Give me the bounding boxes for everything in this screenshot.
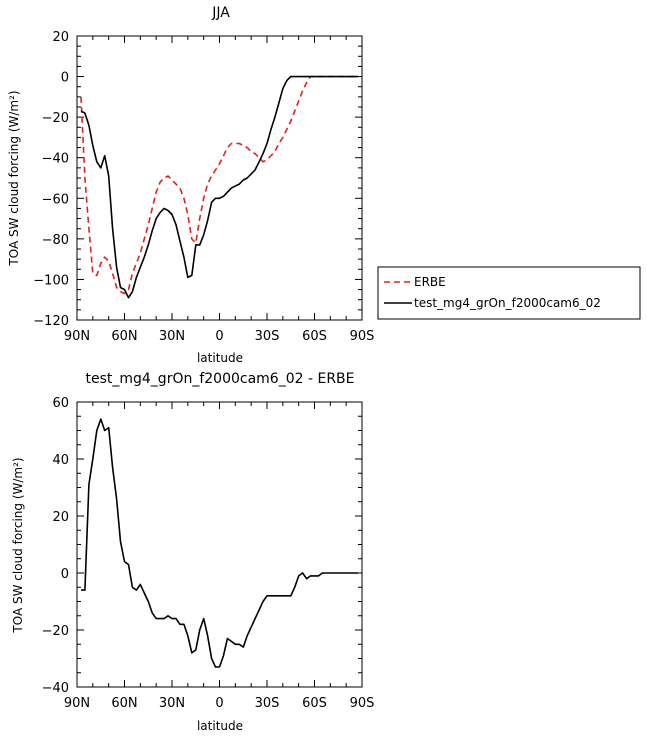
y-tick-label: 20	[52, 30, 69, 45]
y-tick-label: −40	[42, 681, 69, 696]
legend-box	[377, 266, 641, 320]
chart-title-bottom: test_mg4_grOn_f2000cam6_02 - ERBE	[85, 371, 354, 387]
x-tick-label: 0	[215, 696, 223, 711]
chart-title-top: JJA	[211, 5, 230, 21]
x-tick-label: 60N	[111, 696, 137, 711]
y-tick-label: −80	[42, 233, 69, 248]
x-axis-label-top: latitude	[197, 351, 243, 365]
x-tick-label: 60S	[302, 329, 327, 344]
x-tick-label: 90N	[64, 329, 90, 344]
legend: ERBE test_mg4_grOn_f2000cam6_02	[377, 266, 641, 320]
x-tick-label: 60N	[111, 329, 137, 344]
y-tick-label: 60	[52, 396, 69, 411]
y-tick-label: −60	[42, 192, 69, 207]
x-tick-label: 30N	[159, 696, 185, 711]
x-tick-label: 0	[215, 329, 223, 344]
x-tick-label: 90S	[350, 329, 375, 344]
series-line-1	[81, 418, 358, 668]
x-tick-label: 90S	[350, 696, 375, 711]
y-tick-label: −100	[33, 273, 69, 288]
legend-label-erbe: ERBE	[414, 275, 446, 289]
x-tick-label: 60S	[302, 696, 327, 711]
y-tick-label: −40	[42, 152, 69, 167]
y-tick-label: −20	[42, 624, 69, 639]
y-tick-label: −20	[42, 111, 69, 126]
y-tick-label: −120	[33, 314, 69, 329]
legend-label-model: test_mg4_grOn_f2000cam6_02	[414, 296, 601, 310]
y-tick-label: 0	[61, 71, 69, 86]
plot-frame	[76, 401, 363, 688]
series-line-2	[80, 75, 358, 299]
x-tick-label: 30N	[159, 329, 185, 344]
y-axis-label-top: TOA SW cloud forcing (W/m²)	[7, 90, 21, 266]
series-line-1	[80, 75, 358, 295]
plot-frame	[76, 35, 363, 321]
x-axis-label-bottom: latitude	[197, 719, 243, 733]
y-tick-label: 40	[52, 453, 69, 468]
x-tick-label: 30S	[255, 329, 280, 344]
y-tick-label: 0	[61, 567, 69, 582]
y-tick-label: 20	[52, 510, 69, 525]
y-axis-label-bottom: TOA SW cloud forcing (W/m²)	[11, 457, 25, 633]
x-tick-label: 90N	[64, 696, 90, 711]
x-tick-label: 30S	[255, 696, 280, 711]
